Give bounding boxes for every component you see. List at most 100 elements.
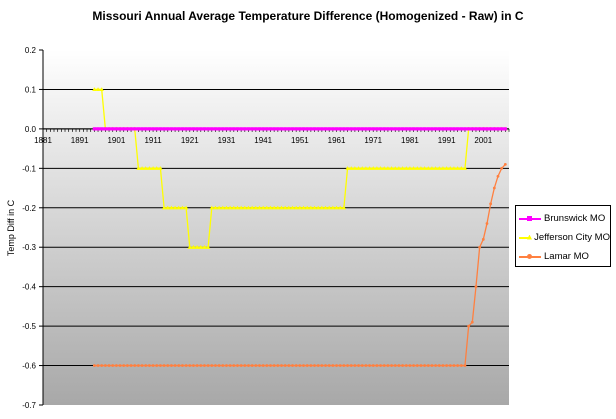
data-point	[287, 127, 291, 131]
data-point	[474, 127, 478, 131]
data-point	[481, 237, 485, 241]
data-point	[463, 127, 467, 131]
data-point	[426, 127, 430, 131]
data-point	[386, 364, 390, 367]
data-point	[455, 166, 460, 170]
data-point	[448, 166, 453, 170]
data-point	[470, 127, 474, 131]
x-tick-label: 1921	[181, 136, 199, 145]
x-tick-label: 1911	[144, 136, 162, 145]
data-point	[353, 127, 357, 131]
data-point	[356, 166, 361, 170]
data-point	[282, 205, 288, 210]
data-point	[114, 127, 118, 131]
data-point	[280, 364, 283, 367]
data-point	[404, 166, 409, 170]
data-point	[334, 127, 339, 131]
data-point	[500, 127, 504, 131]
data-point	[313, 364, 316, 367]
y-tick-label: -0.4	[22, 283, 36, 292]
y-tick-label: -0.6	[22, 362, 36, 371]
data-point	[183, 205, 189, 210]
data-point	[492, 127, 496, 131]
data-point	[214, 364, 217, 367]
legend-swatch	[519, 213, 541, 225]
data-point	[129, 364, 133, 367]
data-point	[257, 205, 262, 210]
data-point	[144, 364, 148, 367]
data-point	[390, 364, 393, 367]
data-point	[433, 166, 438, 170]
data-point	[188, 127, 192, 131]
data-point	[239, 364, 243, 367]
data-point	[345, 127, 350, 131]
data-point	[184, 127, 188, 131]
chart-title: Missouri Annual Average Temperature Diff…	[92, 9, 524, 23]
data-point	[96, 364, 100, 367]
data-point	[107, 127, 111, 131]
data-point	[103, 127, 107, 131]
data-point	[389, 166, 394, 170]
y-axis-label: Temp Diff in C	[6, 199, 16, 256]
data-point	[216, 205, 222, 210]
data-point	[386, 127, 390, 131]
data-point	[316, 127, 320, 131]
data-point	[125, 127, 129, 131]
data-point	[367, 166, 372, 170]
data-point	[302, 364, 305, 367]
series-brunswick-mo	[92, 127, 507, 131]
data-point	[192, 364, 195, 367]
data-point	[238, 205, 244, 210]
data-point	[357, 364, 360, 367]
data-point	[419, 364, 423, 367]
data-point	[150, 166, 156, 170]
data-point	[353, 364, 357, 367]
data-point	[125, 364, 129, 367]
data-point	[426, 166, 431, 170]
legend-entry: Jefferson City MO	[519, 228, 610, 247]
data-point	[276, 364, 280, 367]
data-point	[434, 127, 438, 131]
legend-swatch	[519, 232, 532, 244]
data-point	[363, 166, 369, 170]
legend-label: Lamar MO	[544, 251, 589, 262]
data-point	[451, 166, 457, 170]
data-point	[393, 166, 398, 170]
data-point	[320, 364, 324, 367]
data-point	[401, 364, 404, 367]
data-point	[312, 127, 317, 131]
data-point	[320, 127, 324, 131]
data-point	[118, 364, 122, 367]
x-tick-label: 1931	[218, 136, 236, 145]
data-point	[232, 127, 236, 131]
data-point	[305, 127, 309, 131]
data-point	[279, 205, 284, 210]
data-point	[143, 166, 148, 170]
data-point	[463, 364, 467, 367]
data-point	[330, 205, 336, 210]
data-point	[155, 127, 159, 131]
data-point	[198, 245, 203, 249]
data-point	[161, 205, 167, 210]
data-point	[147, 166, 152, 170]
data-point	[430, 364, 434, 367]
x-tick-label: 1901	[107, 136, 125, 145]
legend-label: Jefferson City MO	[534, 232, 610, 243]
data-point	[271, 205, 277, 210]
data-point	[213, 127, 218, 131]
data-point	[379, 364, 382, 367]
data-point	[290, 127, 295, 131]
data-point	[481, 127, 485, 131]
data-point	[467, 127, 471, 131]
data-point	[297, 205, 303, 210]
data-point	[140, 127, 144, 131]
data-point	[96, 127, 100, 131]
data-point	[323, 205, 328, 210]
data-point	[265, 127, 269, 131]
data-point	[243, 364, 247, 367]
data-point	[459, 364, 463, 367]
data-point	[279, 127, 284, 131]
x-tick-label: 1951	[291, 136, 309, 145]
data-point	[489, 127, 493, 131]
